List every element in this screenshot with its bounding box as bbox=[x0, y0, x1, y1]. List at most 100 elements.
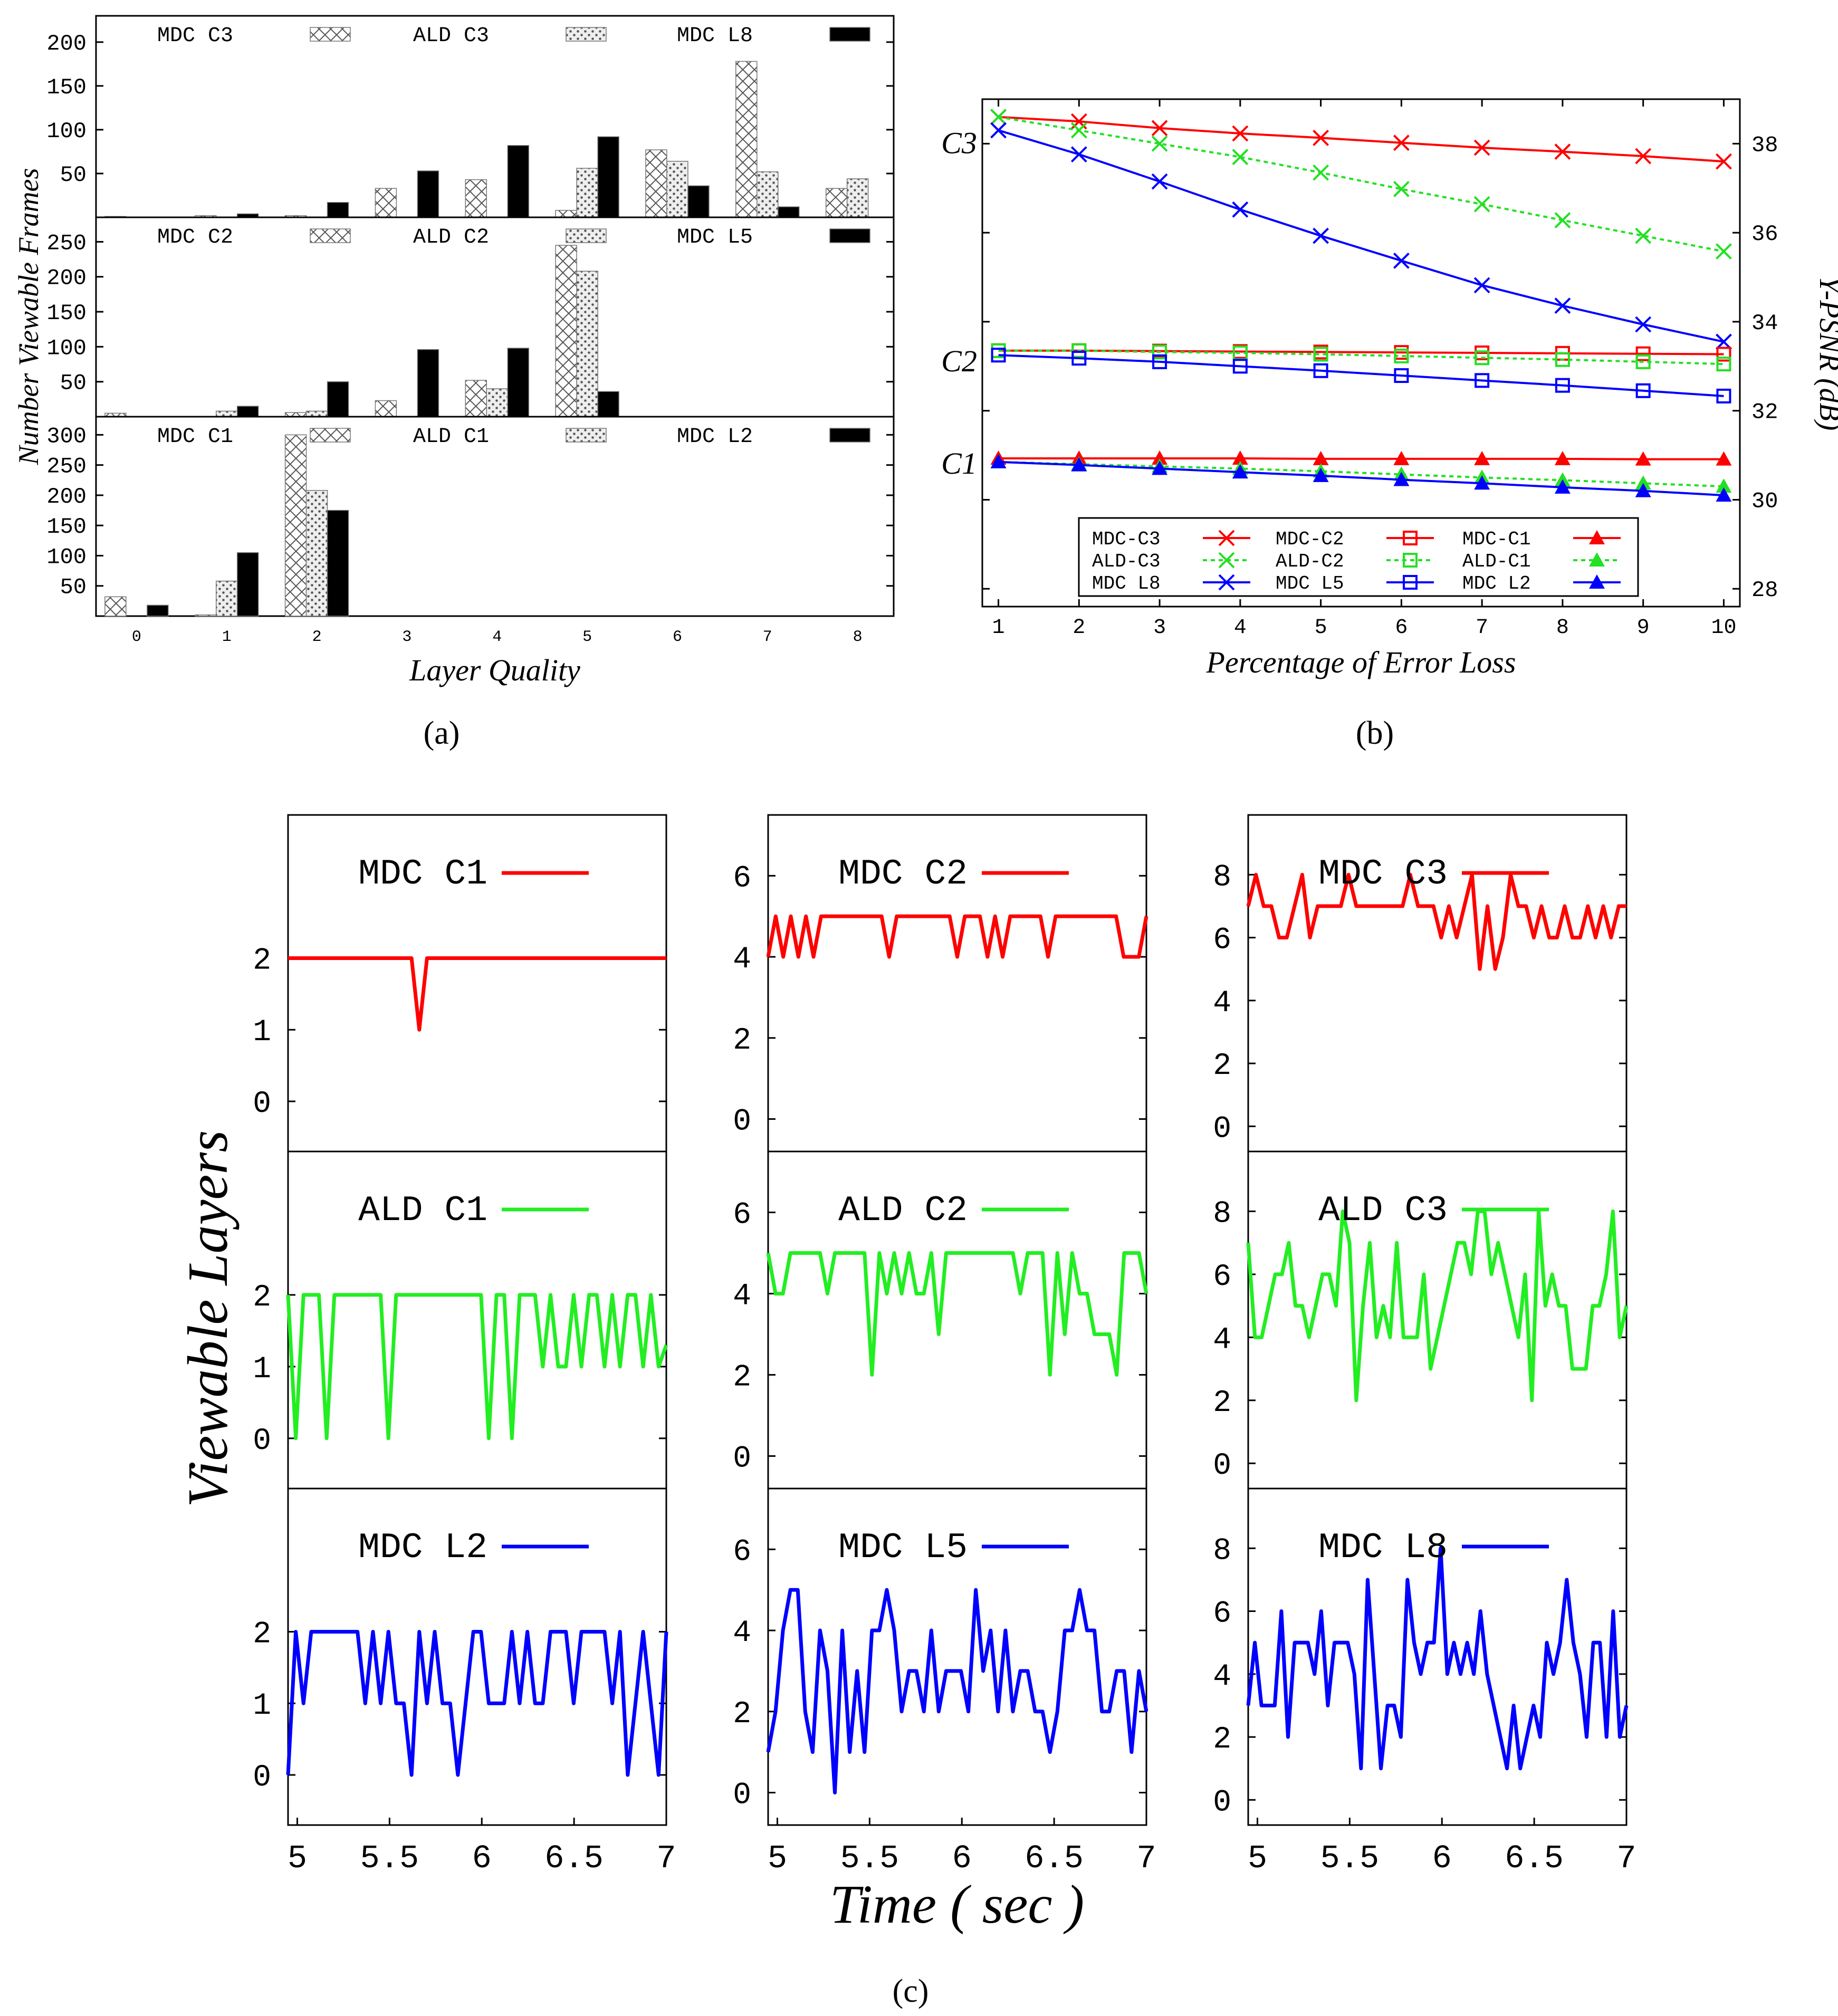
legend-label-ald-c1: ALD C1 bbox=[413, 425, 489, 449]
data-point-mdc-l8 bbox=[1151, 173, 1168, 190]
subplot-mdc-c3: 0 2 4 6 8 MDC C3 bbox=[1213, 814, 1628, 1153]
series-line-mdc-l5 bbox=[766, 1588, 1148, 1795]
bar-ald-c2-cat-1 bbox=[215, 410, 238, 417]
bar-mdc-c3-cat-4 bbox=[465, 179, 487, 218]
data-point-mdc-c2 bbox=[1635, 346, 1651, 361]
x-tick-label: 5 bbox=[582, 628, 592, 646]
x-tick-label: 4 bbox=[492, 628, 502, 646]
x-tick-label: 6.5 bbox=[544, 1840, 604, 1877]
y-tick-label: 150 bbox=[46, 301, 87, 326]
bar-mdc-c3-cat-7 bbox=[735, 61, 758, 218]
series-line-mdc-c1 bbox=[998, 457, 1724, 460]
legend-swatch-mdc-l2 bbox=[829, 428, 870, 443]
series-line-mdc-c3 bbox=[998, 116, 1724, 163]
data-point-mdc-l5 bbox=[1152, 354, 1167, 369]
x-tick-label: 6.5 bbox=[1025, 1840, 1084, 1877]
x-tick-label: 7 bbox=[1476, 616, 1488, 640]
y-tick-label: 0 bbox=[733, 1105, 751, 1139]
subplot-frame bbox=[1247, 1487, 1628, 1826]
bar-mdc-c1-cat-1 bbox=[194, 614, 217, 617]
y-tick-label: 4 bbox=[733, 1616, 751, 1650]
bar-mdc-l8-cat-3 bbox=[417, 170, 439, 218]
data-point-mdc-l2 bbox=[1232, 464, 1248, 479]
panel-b-caption: (b) bbox=[1356, 715, 1394, 751]
y-tick-label: 4 bbox=[1213, 1660, 1231, 1694]
series-line-mdc-c1 bbox=[288, 956, 666, 1032]
bar-ald-c3-cat-7 bbox=[757, 171, 779, 218]
y-tick-label: 2 bbox=[733, 1360, 751, 1395]
y-tick-label: 200 bbox=[46, 31, 87, 56]
x-tick-label: 5.5 bbox=[840, 1840, 899, 1877]
data-point-ald-c1 bbox=[1635, 475, 1651, 490]
subplot-ald-c1: 0 1 2 ALD C1 bbox=[253, 1150, 668, 1490]
data-point-mdc-c3 bbox=[1313, 130, 1329, 146]
bar-mdc-l5-cat-1 bbox=[236, 406, 259, 417]
y-tick-label: 0 bbox=[733, 1779, 751, 1813]
data-point-ald-c3 bbox=[1554, 212, 1571, 228]
bar-mdc-c2-cat-4 bbox=[465, 380, 487, 417]
group-label-c3: C3 bbox=[941, 126, 977, 160]
x-tick-label: 1 bbox=[222, 628, 232, 646]
data-point-mdc-l2 bbox=[1393, 472, 1410, 486]
x-tick-label: 6 bbox=[1432, 1840, 1452, 1877]
y-tick-label: 6 bbox=[1213, 1260, 1231, 1294]
data-point-mdc-l8 bbox=[1554, 297, 1571, 314]
y-tick-label: 36 bbox=[1751, 222, 1778, 247]
series-line-mdc-c2 bbox=[998, 349, 1724, 356]
data-point-mdc-c2 bbox=[1716, 347, 1731, 362]
y-tick-label: 150 bbox=[46, 75, 87, 100]
data-point-mdc-l8 bbox=[1232, 201, 1249, 218]
y-tick-label: 100 bbox=[46, 119, 87, 144]
data-point-ald-c3 bbox=[1313, 164, 1329, 181]
x-tick-label: 8 bbox=[1556, 616, 1569, 640]
series-ald-c2 bbox=[991, 343, 1731, 372]
series-mdc-l2 bbox=[990, 454, 1732, 502]
legend-marker-mdc-l5 bbox=[1403, 575, 1418, 590]
data-point-mdc-c1 bbox=[1232, 450, 1248, 465]
y-tick-label: 150 bbox=[46, 514, 87, 540]
data-point-ald-c2 bbox=[1475, 350, 1490, 366]
x-tick-label: 7 bbox=[763, 628, 772, 646]
y-tick-label: 8 bbox=[1213, 1534, 1231, 1568]
x-tick-label: 7 bbox=[656, 1840, 676, 1877]
legend-label-mdc-l8: MDC L8 bbox=[1318, 1528, 1448, 1568]
panel-c-caption: (c) bbox=[893, 1973, 929, 2009]
series-line-mdc-l5 bbox=[998, 354, 1724, 397]
data-point-mdc-c1 bbox=[1716, 451, 1732, 466]
bar-ald-c2-cat-2 bbox=[305, 410, 328, 417]
subplot-frame bbox=[767, 1487, 1147, 1826]
legend-swatch-mdc-l8 bbox=[829, 27, 870, 42]
y-tick-label: 2 bbox=[1213, 1049, 1231, 1083]
x-tick-label: 6 bbox=[1395, 616, 1408, 640]
y-tick-label: 300 bbox=[46, 424, 87, 449]
series-line-ald-c3 bbox=[1246, 1209, 1629, 1403]
plot-frame bbox=[981, 98, 1741, 608]
y-tick-label: 6 bbox=[733, 1535, 751, 1569]
bar-mdc-l8-cat-7 bbox=[778, 206, 800, 218]
data-point-ald-c3 bbox=[1070, 122, 1087, 139]
bar-subplot-3: 50 100 150 200 250 300 MDC C1 ALD C1 MDC L2 bbox=[46, 416, 895, 617]
y-tick-label: 1 bbox=[253, 1015, 271, 1050]
data-point-mdc-l2 bbox=[1152, 460, 1168, 475]
group-label-c1: C1 bbox=[941, 446, 977, 481]
data-point-mdc-l5 bbox=[1313, 363, 1328, 378]
y-tick-label: 8 bbox=[1213, 1197, 1231, 1231]
subplot-mdc-l2: 0 1 2 MDC L2 bbox=[253, 1487, 668, 1826]
data-point-mdc-l5 bbox=[1716, 388, 1731, 404]
y-tick-label: 2 bbox=[253, 944, 271, 978]
x-tick-label: 5 bbox=[768, 1840, 787, 1877]
data-point-ald-c3 bbox=[1716, 243, 1732, 260]
data-point-mdc-c3 bbox=[1716, 153, 1732, 170]
y-tick-label: 1 bbox=[253, 1689, 271, 1723]
data-point-mdc-c3 bbox=[1393, 135, 1410, 151]
x-tick-label: 6.5 bbox=[1505, 1840, 1564, 1877]
x-tick-label: 5 bbox=[1248, 1840, 1267, 1877]
subplot-mdc-l5: 0 2 4 6 MDC L5 bbox=[733, 1487, 1148, 1826]
y-tick-label: 6 bbox=[1213, 1597, 1231, 1631]
x-tick-label: 6 bbox=[673, 628, 682, 646]
x-tick-label: 5.5 bbox=[360, 1840, 419, 1877]
series-line-ald-c1 bbox=[998, 460, 1724, 488]
subplot-frame bbox=[95, 416, 895, 617]
